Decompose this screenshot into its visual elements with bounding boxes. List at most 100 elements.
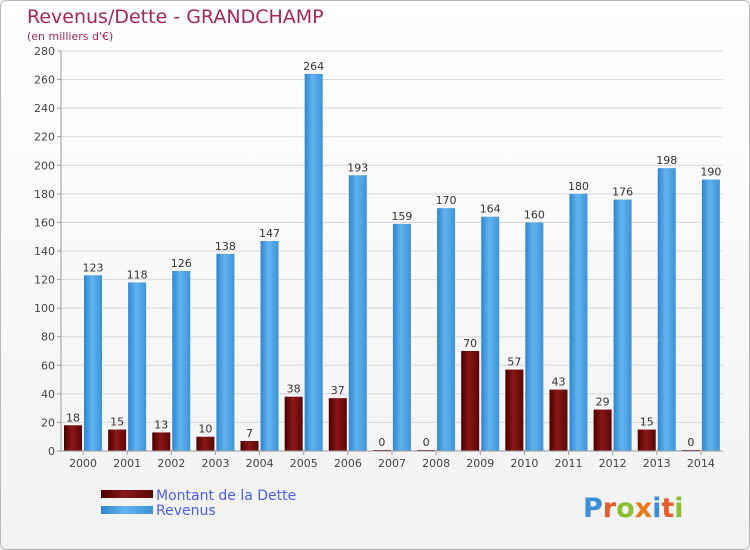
y-tick-label: 200 (34, 159, 55, 172)
legend-swatch-debt (101, 490, 153, 498)
value-label-revenus: 164 (480, 203, 501, 216)
value-label-revenus: 126 (171, 257, 192, 270)
bar-revenus (437, 208, 456, 451)
bar-debt (549, 389, 568, 451)
bar-revenus (84, 275, 102, 451)
value-label-revenus: 180 (568, 180, 589, 193)
bar-revenus (613, 199, 632, 451)
bar-debt (108, 429, 127, 451)
gridlines (61, 50, 723, 423)
chart-title: Revenus/Dette - GRANDCHAMP (27, 6, 324, 28)
bar-debt (240, 441, 259, 451)
value-label-debt: 0 (423, 436, 430, 449)
bar-debt (196, 436, 215, 451)
x-tick-label: 2007 (378, 457, 406, 470)
value-label-debt: 0 (378, 436, 385, 449)
value-label-debt: 0 (687, 436, 694, 449)
bar-debt (64, 425, 82, 451)
x-tick-label: 2010 (510, 457, 538, 470)
value-label-debt: 18 (66, 411, 80, 424)
y-tick-label: 120 (34, 274, 55, 287)
value-label-debt: 15 (640, 416, 654, 429)
bar-revenus (392, 223, 411, 451)
y-tick-label: 0 (48, 445, 55, 458)
bar-revenus (348, 175, 367, 452)
bar-revenus (569, 193, 588, 451)
bar-revenus (657, 168, 676, 451)
value-label-debt: 15 (110, 416, 124, 429)
y-tick-label: 280 (34, 45, 55, 58)
value-label-debt: 70 (463, 337, 477, 350)
y-tick-label: 140 (34, 245, 55, 258)
x-tick-label: 2001 (113, 457, 141, 470)
value-label-revenus: 123 (83, 261, 104, 274)
x-tick-label: 2011 (555, 457, 583, 470)
value-label-debt: 37 (331, 384, 345, 397)
bar-revenus (260, 241, 279, 451)
value-label-revenus: 264 (303, 60, 324, 73)
y-tick-label: 60 (41, 359, 55, 372)
x-axis-ticks: 2000 2001 2002 2003 2004 2005 2006 2007 2008 2009… (69, 451, 715, 470)
value-label-debt: 7 (246, 427, 253, 440)
bar-revenus (172, 271, 191, 451)
y-tick-label: 80 (41, 331, 55, 344)
y-tick-label: 160 (34, 216, 55, 229)
x-tick-label: 2000 (69, 457, 97, 470)
value-label-debt: 13 (154, 418, 168, 431)
x-tick-label: 2014 (687, 457, 715, 470)
value-label-revenus: 118 (127, 268, 148, 281)
bar-debt (461, 351, 480, 451)
value-label-revenus: 198 (656, 154, 677, 167)
value-label-debt: 38 (287, 383, 301, 396)
bar-debt (284, 396, 303, 451)
value-label-debt: 29 (596, 396, 610, 409)
value-label-debt: 43 (551, 376, 565, 389)
bars (64, 73, 720, 452)
value-label-revenus: 170 (436, 194, 457, 207)
bar-revenus (481, 216, 500, 451)
x-tick-label: 2006 (334, 457, 362, 470)
x-tick-label: 2008 (422, 457, 450, 470)
bar-revenus (128, 282, 147, 451)
bar-revenus (525, 222, 544, 451)
bar-debt (505, 369, 524, 451)
value-label-revenus: 138 (215, 240, 236, 253)
x-tick-label: 2012 (599, 457, 627, 470)
legend-label-debt: Montant de la Dette (156, 488, 296, 504)
proxiti-logo: Proxiti (583, 493, 684, 524)
y-tick-label: 20 (41, 416, 55, 429)
bar-debt (593, 409, 612, 451)
legend: Montant de la Dette Revenus (101, 488, 296, 519)
x-tick-label: 2005 (290, 457, 318, 470)
legend-swatch-revenus (101, 506, 153, 514)
x-tick-label: 2004 (246, 457, 274, 470)
bar-revenus (304, 73, 323, 451)
bar-revenus (216, 253, 235, 451)
y-tick-label: 180 (34, 188, 55, 201)
value-label-debt: 57 (507, 356, 521, 369)
chart-subtitle: (en milliers d'€) (27, 30, 113, 43)
x-tick-label: 2009 (466, 457, 494, 470)
x-tick-label: 2013 (643, 457, 671, 470)
bar-revenus (701, 179, 720, 452)
y-tick-label: 260 (34, 74, 55, 87)
bar-debt (328, 398, 347, 451)
y-tick-label: 100 (34, 302, 55, 315)
y-tick-label: 40 (41, 388, 55, 401)
value-label-debt: 10 (198, 423, 212, 436)
value-label-revenus: 176 (612, 186, 633, 199)
value-labels: 18 123 15 118 13 126 10 138 7 147 38 264 37 193 0 159 0 1… (66, 60, 721, 449)
value-label-revenus: 159 (391, 210, 412, 223)
y-tick-label: 240 (34, 102, 55, 115)
bar-debt (637, 429, 656, 451)
bar-debt (152, 432, 171, 451)
x-tick-label: 2003 (201, 457, 229, 470)
x-tick-label: 2002 (157, 457, 185, 470)
value-label-revenus: 190 (700, 166, 721, 179)
value-label-revenus: 193 (347, 161, 368, 174)
value-label-revenus: 147 (259, 227, 280, 240)
y-axis-ticks: 0 20 40 60 80 100 120 140 160 180 200 220 240 260 280 (34, 45, 61, 458)
value-label-revenus: 160 (524, 208, 545, 221)
